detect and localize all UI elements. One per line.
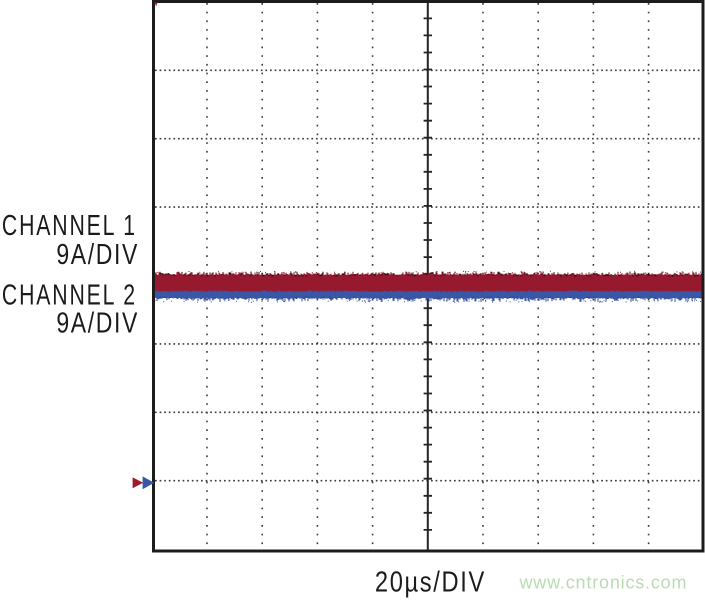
svg-text:CHANNEL 1: CHANNEL 1 [2,210,137,242]
svg-text:9A/DIV: 9A/DIV [56,239,139,271]
svg-text:CHANNEL 2: CHANNEL 2 [2,280,137,312]
svg-text:9A/DIV: 9A/DIV [56,307,139,339]
svg-text:20µs/DIV: 20µs/DIV [375,566,486,598]
svg-text:www.cntronics.com: www.cntronics.com [519,572,687,592]
